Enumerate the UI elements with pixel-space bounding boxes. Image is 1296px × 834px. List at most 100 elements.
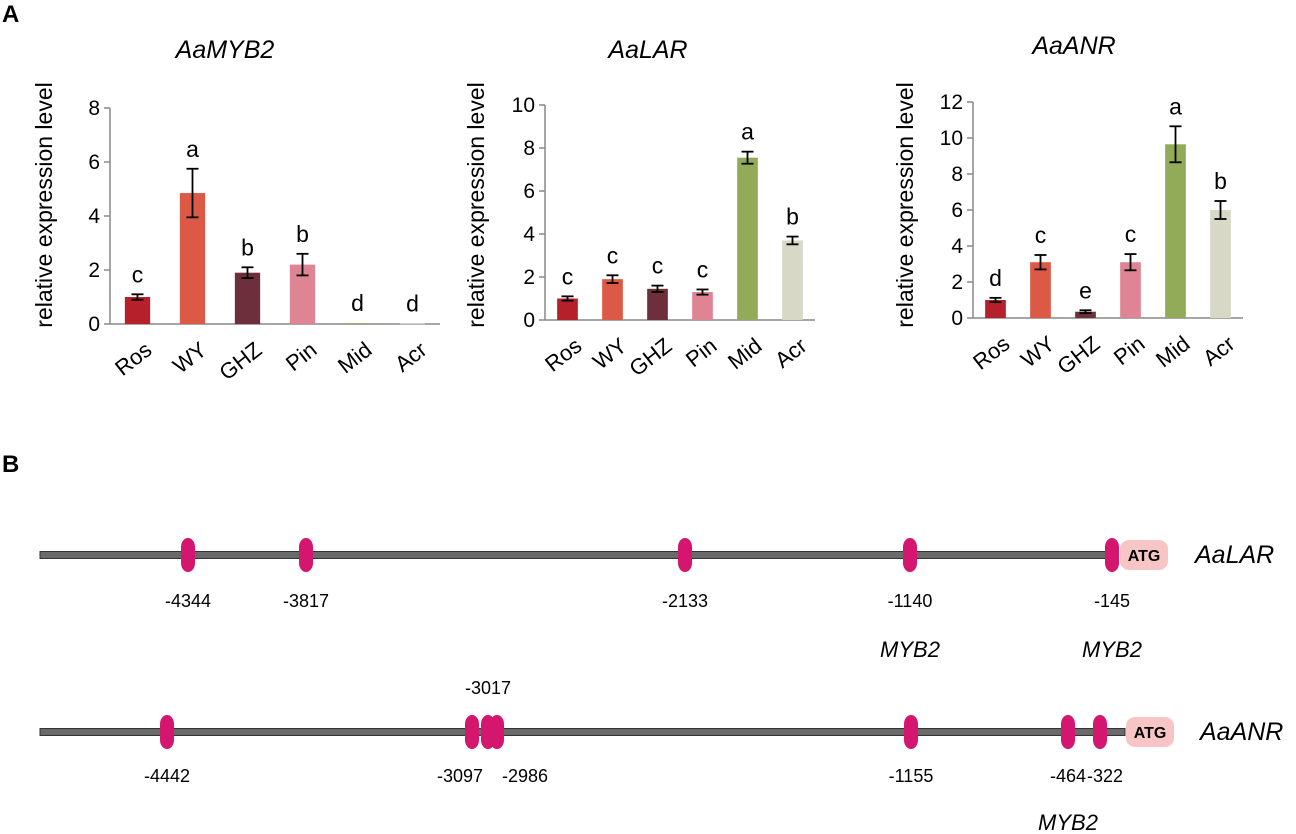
y-tick-label: 6 bbox=[88, 151, 100, 174]
bar-acr bbox=[1210, 210, 1231, 318]
significance-ghz: e bbox=[1079, 277, 1092, 303]
bar-wy bbox=[1030, 262, 1051, 318]
x-tick-label-acr: Acr bbox=[1198, 331, 1239, 371]
x-tick-label-acr: Acr bbox=[390, 337, 431, 377]
promoter-line bbox=[39, 551, 1119, 559]
y-tick-label: 2 bbox=[951, 271, 963, 294]
bar-pin bbox=[1120, 262, 1141, 318]
x-tick-label-ros: Ros bbox=[110, 337, 156, 381]
site-position-145: -145 bbox=[1094, 591, 1130, 611]
binding-site-3097 bbox=[465, 715, 479, 749]
motif-label-1140: MYB2 bbox=[880, 637, 940, 662]
promoter-line bbox=[39, 728, 1126, 736]
x-tick-label-wy: WY bbox=[1016, 331, 1060, 373]
chart-title: AaANR bbox=[1030, 32, 1115, 60]
chart-aalar: AaLAR relative expression level 0 2 4 6 8 10 c Ro… bbox=[463, 36, 815, 381]
bar-wy bbox=[602, 279, 623, 320]
significance-mid: a bbox=[1169, 93, 1182, 119]
binding-site-1155 bbox=[904, 715, 918, 749]
motif-label-145: MYB2 bbox=[1082, 637, 1142, 662]
x-tick-label-wy: WY bbox=[588, 333, 632, 375]
bar-ros bbox=[985, 300, 1006, 318]
x-tick-label-pin: Pin bbox=[1109, 331, 1149, 370]
bar-ghz bbox=[647, 288, 668, 320]
significance-pin: c bbox=[697, 256, 709, 282]
y-tick-label: 10 bbox=[940, 127, 963, 150]
gene-label: AaANR bbox=[1198, 718, 1283, 746]
y-tick-label: 2 bbox=[523, 266, 535, 289]
significance-wy: c bbox=[1035, 222, 1047, 248]
y-tick-label: 4 bbox=[88, 205, 100, 228]
y-tick-label: 0 bbox=[88, 313, 100, 336]
y-axis-label: relative expression level bbox=[892, 82, 918, 327]
bar-acr bbox=[399, 323, 426, 325]
site-position-322: -322 bbox=[1087, 766, 1123, 786]
atg-label: ATG bbox=[1134, 725, 1167, 742]
binding-site-2133 bbox=[678, 538, 692, 572]
bar-charts: AaMYB2 relative expression level 0 2 4 6 8 c Ros… bbox=[31, 32, 1243, 385]
significance-acr: b bbox=[1214, 168, 1227, 194]
significance-mid: d bbox=[351, 290, 364, 316]
site-position-2986: -2986 bbox=[502, 766, 548, 786]
y-axis-label: relative expression level bbox=[463, 82, 489, 327]
y-tick-label: 12 bbox=[940, 91, 963, 114]
significance-ros: c bbox=[132, 261, 144, 287]
promoter-aaanr: ATG AaANR -4442 -3097 -3017 -2986 -1155 -464 MYB… bbox=[39, 678, 1283, 834]
x-tick-label-acr: Acr bbox=[770, 333, 811, 373]
atg-box bbox=[1126, 717, 1174, 747]
x-tick-label-mid: Mid bbox=[333, 337, 376, 379]
binding-site-322 bbox=[1093, 715, 1107, 749]
y-tick-label: 8 bbox=[523, 137, 535, 160]
binding-site-464 bbox=[1061, 715, 1075, 749]
y-tick-label: 0 bbox=[951, 307, 963, 330]
promoter-aalar: ATG AaLAR -4344 -3817 -2133 -1140 MYB2 -145 MYB2 bbox=[39, 538, 1274, 662]
bar-ghz bbox=[1075, 311, 1096, 318]
bar-mid bbox=[1165, 144, 1186, 318]
site-position-3817: -3817 bbox=[283, 591, 329, 611]
x-tick-label-mid: Mid bbox=[1151, 331, 1194, 373]
site-position-1155: -1155 bbox=[889, 766, 934, 786]
chart-aamyb2: AaMYB2 relative expression level 0 2 4 6 8 c Ros… bbox=[31, 36, 440, 385]
significance-ros: d bbox=[989, 265, 1002, 291]
y-tick-label: 6 bbox=[523, 180, 535, 203]
significance-wy: a bbox=[186, 136, 199, 162]
y-tick-label: 2 bbox=[88, 259, 100, 282]
x-tick-label-pin: Pin bbox=[681, 333, 721, 372]
panel-a-label: A bbox=[2, 1, 19, 28]
atg-box bbox=[1120, 540, 1168, 570]
y-tick-label: 10 bbox=[512, 94, 535, 117]
x-tick-label-wy: WY bbox=[168, 337, 212, 379]
binding-site-145 bbox=[1105, 538, 1119, 572]
chart-title: AaLAR bbox=[606, 36, 687, 64]
x-tick-label-ghz: GHZ bbox=[1052, 331, 1104, 379]
y-tick-label: 6 bbox=[951, 199, 963, 222]
promoter-diagrams: ATG AaLAR -4344 -3817 -2133 -1140 MYB2 -145 MYB2… bbox=[39, 538, 1283, 834]
significance-pin: c bbox=[1125, 221, 1137, 247]
chart-title: AaMYB2 bbox=[174, 36, 275, 64]
significance-ghz: b bbox=[241, 234, 254, 260]
significance-wy: c bbox=[607, 242, 619, 268]
significance-pin: b bbox=[296, 221, 309, 247]
significance-ghz: c bbox=[652, 253, 664, 279]
panel-b-label: B bbox=[2, 451, 19, 478]
x-tick-label-ros: Ros bbox=[968, 331, 1014, 375]
atg-label: ATG bbox=[1128, 548, 1161, 565]
site-position-3097: -3097 bbox=[437, 766, 483, 786]
y-tick-label: 0 bbox=[523, 309, 535, 332]
y-tick-label: 4 bbox=[523, 223, 535, 246]
x-tick-label-mid: Mid bbox=[723, 333, 766, 375]
significance-acr: d bbox=[406, 290, 419, 316]
y-tick-label: 8 bbox=[951, 163, 963, 186]
x-tick-label-ghz: GHZ bbox=[624, 333, 676, 381]
binding-site-4344 bbox=[181, 538, 195, 572]
site-position-1140: -1140 bbox=[888, 591, 933, 611]
binding-site-2986 bbox=[490, 715, 504, 749]
y-tick-label: 4 bbox=[951, 235, 963, 258]
gene-label: AaLAR bbox=[1193, 541, 1274, 569]
binding-site-4442 bbox=[160, 715, 174, 749]
significance-acr: b bbox=[786, 204, 799, 230]
binding-site-3817 bbox=[299, 538, 313, 572]
site-position-464: -464 bbox=[1050, 766, 1086, 786]
site-position-4442: -4442 bbox=[144, 766, 190, 786]
